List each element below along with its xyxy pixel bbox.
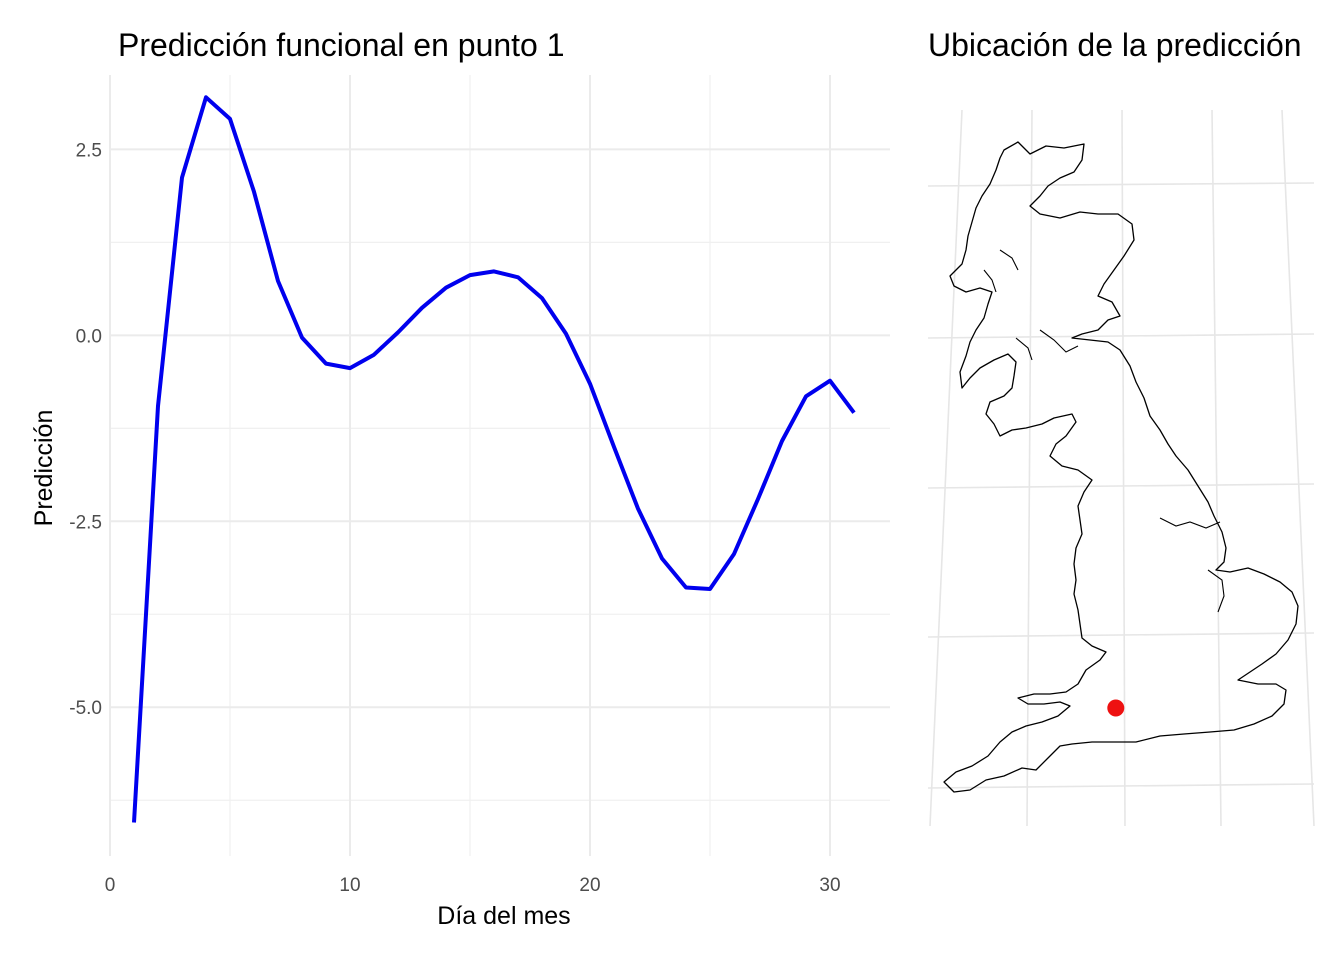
graticule-line: [1211, 109, 1222, 827]
x-tick-label: 30: [819, 875, 840, 896]
graticule-line: [1281, 109, 1315, 827]
x-tick-label: 20: [579, 875, 600, 896]
y-axis-label: Predicción: [30, 410, 58, 527]
great-britain-outline: [943, 141, 1299, 793]
map-graticule: [927, 109, 1315, 827]
y-tick-label: 2.5: [76, 140, 102, 161]
graticule-line: [927, 632, 1315, 638]
y-tick-label: -5.0: [69, 698, 102, 719]
x-axis-label: Día del mes: [437, 902, 570, 930]
graticule-line: [1121, 109, 1126, 827]
chart-ticks: 0 10 20 30 -5.0 -2.5 0.0 2.5: [69, 140, 840, 896]
y-tick-label: -2.5: [69, 512, 102, 533]
location-map: [927, 109, 1315, 827]
coast-detail: [983, 249, 1225, 613]
x-tick-label: 10: [339, 875, 360, 896]
chart-title: Predicción funcional en punto 1: [118, 27, 565, 63]
prediction-location-marker: [1107, 699, 1125, 717]
y-tick-label: 0.0: [76, 326, 102, 347]
graticule-line: [1026, 109, 1033, 827]
map-title: Ubicación de la predicción: [928, 27, 1302, 63]
series-line: [132, 95, 856, 823]
graticule-line: [927, 333, 1315, 339]
chart-grid: [109, 75, 890, 856]
graticule-line: [927, 483, 1315, 489]
graticule-line: [927, 783, 1315, 789]
chart-line: [132, 95, 856, 823]
graticule-line: [927, 182, 1315, 187]
x-tick-label: 0: [105, 875, 116, 896]
graticule-line: [929, 109, 963, 827]
